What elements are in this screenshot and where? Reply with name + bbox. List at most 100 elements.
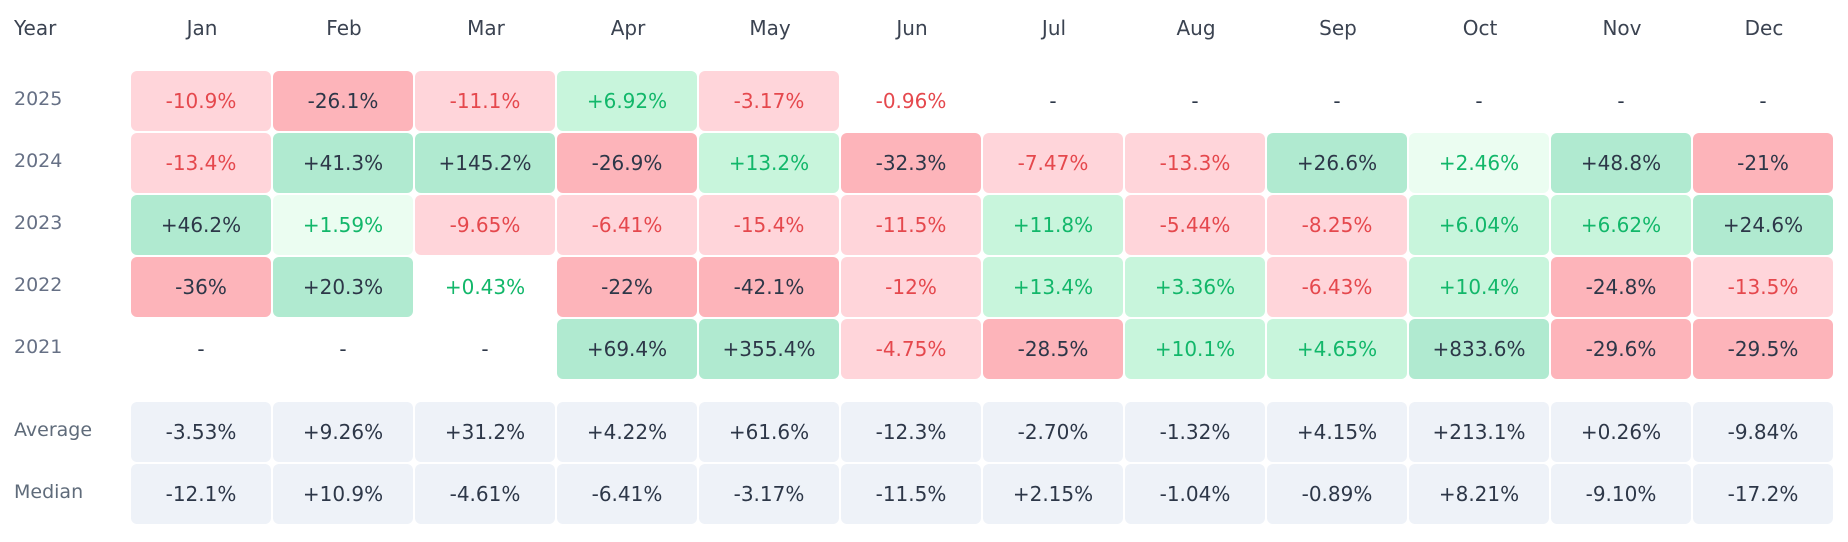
cell-2025-jan: -10.9% [131, 71, 271, 131]
cell-2022-aug: +3.36% [1125, 257, 1265, 317]
cell-2022-mar: +0.43% [444, 275, 526, 299]
cell-2021-jun: -4.75% [841, 319, 981, 379]
cell-2021-mar: - [481, 337, 489, 361]
cell-average-aug: -1.32% [1125, 402, 1265, 462]
cell-2024-jul: -7.47% [983, 133, 1123, 193]
cell-2022-nov: -24.8% [1551, 257, 1691, 317]
cell-median-apr: -6.41% [557, 464, 697, 524]
cell-median-oct: +8.21% [1409, 464, 1549, 524]
cell-2025-nov: - [1617, 89, 1625, 113]
cell-2024-mar: +145.2% [415, 133, 555, 193]
month-header-apr: Apr [610, 16, 646, 40]
month-header-sep: Sep [1319, 16, 1357, 40]
cell-2025-oct: - [1475, 89, 1483, 113]
cell-2021-aug: +10.1% [1125, 319, 1265, 379]
cell-2023-nov: +6.62% [1551, 195, 1691, 255]
cell-2023-jun: -11.5% [841, 195, 981, 255]
cell-median-nov: -9.10% [1551, 464, 1691, 524]
cell-2021-oct: +833.6% [1409, 319, 1549, 379]
cell-2024-oct: +2.46% [1409, 133, 1549, 193]
cell-2022-jan: -36% [131, 257, 271, 317]
row-label-2023: 2023 [14, 212, 63, 234]
month-header-jan: Jan [186, 16, 218, 40]
cell-2023-aug: -5.44% [1125, 195, 1265, 255]
cell-average-dec: -9.84% [1693, 402, 1833, 462]
cell-2022-dec: -13.5% [1693, 257, 1833, 317]
cell-2024-apr: -26.9% [557, 133, 697, 193]
cell-2024-jan: -13.4% [131, 133, 271, 193]
cell-2021-nov: -29.6% [1551, 319, 1691, 379]
cell-2023-dec: +24.6% [1693, 195, 1833, 255]
cell-2022-may: -42.1% [699, 257, 839, 317]
cell-2024-may: +13.2% [699, 133, 839, 193]
cell-2025-jun: -0.96% [875, 89, 947, 113]
cell-2024-nov: +48.8% [1551, 133, 1691, 193]
cell-average-apr: +4.22% [557, 402, 697, 462]
row-label-2021: 2021 [14, 336, 63, 358]
cell-median-mar: -4.61% [415, 464, 555, 524]
cell-2022-oct: +10.4% [1409, 257, 1549, 317]
cell-2025-may: -3.17% [699, 71, 839, 131]
cell-2022-apr: -22% [557, 257, 697, 317]
cell-2025-sep: - [1333, 89, 1341, 113]
cell-average-jan: -3.53% [131, 402, 271, 462]
cell-2025-mar: -11.1% [415, 71, 555, 131]
cell-2022-jul: +13.4% [983, 257, 1123, 317]
cell-2023-oct: +6.04% [1409, 195, 1549, 255]
cell-2021-sep: +4.65% [1267, 319, 1407, 379]
cell-2023-may: -15.4% [699, 195, 839, 255]
cell-2024-aug: -13.3% [1125, 133, 1265, 193]
month-header-dec: Dec [1744, 16, 1784, 40]
row-label-median: Median [14, 481, 84, 503]
cell-2021-apr: +69.4% [557, 319, 697, 379]
row-label-average: Average [14, 419, 93, 441]
cell-2024-dec: -21% [1693, 133, 1833, 193]
row-label-2025: 2025 [14, 88, 63, 110]
month-header-nov: Nov [1602, 16, 1642, 40]
cell-2024-feb: +41.3% [273, 133, 413, 193]
month-header-oct: Oct [1462, 16, 1498, 40]
cell-2023-jul: +11.8% [983, 195, 1123, 255]
cell-median-jan: -12.1% [131, 464, 271, 524]
cell-2023-sep: -8.25% [1267, 195, 1407, 255]
year-column-header: Year [14, 16, 57, 40]
month-header-aug: Aug [1176, 16, 1216, 40]
month-header-jun: Jun [896, 16, 928, 40]
cell-2023-apr: -6.41% [557, 195, 697, 255]
cell-2022-jun: -12% [841, 257, 981, 317]
cell-2021-jan: - [197, 337, 205, 361]
cell-average-nov: +0.26% [1551, 402, 1691, 462]
cell-average-jun: -12.3% [841, 402, 981, 462]
cell-2023-mar: -9.65% [415, 195, 555, 255]
cell-average-sep: +4.15% [1267, 402, 1407, 462]
cell-median-jun: -11.5% [841, 464, 981, 524]
cell-2024-sep: +26.6% [1267, 133, 1407, 193]
cell-2022-feb: +20.3% [273, 257, 413, 317]
month-header-jul: Jul [1041, 16, 1067, 40]
month-header-mar: Mar [467, 16, 505, 40]
cell-median-may: -3.17% [699, 464, 839, 524]
month-header-feb: Feb [326, 16, 362, 40]
cell-2024-jun: -32.3% [841, 133, 981, 193]
row-label-2022: 2022 [14, 274, 63, 296]
cell-average-feb: +9.26% [273, 402, 413, 462]
cell-2025-dec: - [1759, 89, 1767, 113]
cell-median-sep: -0.89% [1267, 464, 1407, 524]
cell-2025-apr: +6.92% [557, 71, 697, 131]
cell-2025-jul: - [1049, 89, 1057, 113]
cell-2021-jul: -28.5% [983, 319, 1123, 379]
cell-2021-dec: -29.5% [1693, 319, 1833, 379]
cell-average-may: +61.6% [699, 402, 839, 462]
row-label-2024: 2024 [14, 150, 63, 172]
cell-2023-jan: +46.2% [131, 195, 271, 255]
cell-2025-aug: - [1191, 89, 1199, 113]
cell-2023-feb: +1.59% [273, 195, 413, 255]
cell-2025-feb: -26.1% [273, 71, 413, 131]
cell-average-jul: -2.70% [983, 402, 1123, 462]
cell-median-jul: +2.15% [983, 464, 1123, 524]
cell-2021-may: +355.4% [699, 319, 839, 379]
cell-median-dec: -17.2% [1693, 464, 1833, 524]
cell-2021-feb: - [339, 337, 347, 361]
cell-median-feb: +10.9% [273, 464, 413, 524]
